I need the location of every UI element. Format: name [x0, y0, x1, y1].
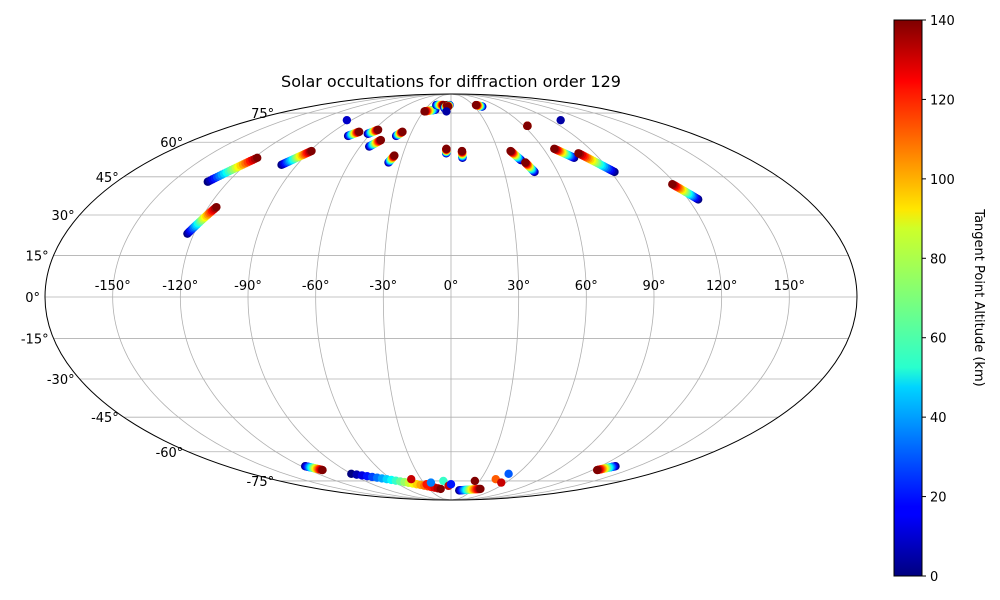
chart-title: Solar occultations for diffraction order…: [281, 72, 621, 91]
data-point: [550, 144, 559, 153]
data-point: [442, 144, 451, 153]
colorbar-tick-label: 140: [930, 14, 955, 29]
data-point: [307, 146, 316, 156]
data-point: [556, 115, 565, 125]
colorbar-tick-label: 120: [930, 93, 955, 108]
data-point: [497, 478, 506, 487]
longitude-tick-label: 0°: [444, 279, 459, 294]
latitude-tick-label: -45°: [91, 411, 119, 426]
colorbar-ticks: 0 20 40 60 80 100 120 140: [922, 14, 955, 585]
colorbar-tick-label: 0: [930, 570, 938, 585]
latitude-tick-label: 75°: [251, 107, 274, 122]
data-point: [521, 158, 530, 167]
longitude-tick-label: -60°: [302, 279, 330, 294]
longitude-tick-label: -90°: [234, 279, 262, 294]
data-point: [407, 475, 416, 484]
data-point: [442, 107, 451, 116]
map-boundary: [44, 93, 858, 501]
data-point: [373, 125, 383, 134]
colorbar-gradient: [893, 19, 923, 577]
data-points: [183, 100, 703, 495]
data-point: [355, 127, 364, 136]
data-point: [426, 478, 436, 487]
latitude-tick-label: -15°: [21, 333, 49, 348]
longitude-tick-label: 60°: [575, 279, 598, 294]
data-point: [318, 465, 327, 475]
data-point: [253, 153, 262, 163]
latitude-tick-label: -60°: [156, 446, 184, 461]
data-point: [471, 100, 481, 110]
data-point: [212, 202, 221, 212]
latitude-tick-label: 15°: [26, 249, 49, 264]
longitude-tick-label: 90°: [642, 279, 665, 294]
longitude-tick-label: -150°: [95, 279, 131, 294]
data-point: [506, 146, 515, 156]
longitude-tick-label: -120°: [162, 279, 198, 294]
longitude-tick-label: 150°: [774, 279, 805, 294]
data-point: [592, 465, 602, 475]
data-point: [504, 469, 513, 479]
longitude-tick-label: -30°: [369, 279, 397, 294]
data-point: [574, 149, 583, 158]
colorbar-tick-label: 100: [930, 173, 955, 188]
colorbar: 0 20 40 60 80 100 120 140 Tangent Point Altitud…: [893, 14, 986, 585]
colorbar-tick-label: 60: [930, 332, 947, 347]
colorbar-tick-label: 40: [930, 411, 947, 426]
data-point: [476, 484, 485, 494]
data-point: [390, 151, 399, 160]
data-point: [436, 484, 445, 494]
longitude-tick-labels: -150° -120° -90° -60° -30° 0° 30° 60° 90° 120° 150…: [95, 279, 805, 294]
colorbar-tick-label: 20: [930, 491, 947, 506]
latitude-tick-label: -75°: [246, 475, 274, 490]
colorbar-tick-label: 80: [930, 252, 947, 267]
latitude-tick-label: -30°: [47, 373, 75, 388]
latitude-tick-label: 45°: [96, 171, 119, 186]
data-point: [446, 480, 456, 489]
colorbar-label: Tangent Point Altitude (km): [971, 208, 986, 386]
data-point: [376, 135, 386, 145]
data-point: [470, 476, 480, 486]
latitude-tick-label: 60°: [160, 136, 183, 151]
data-point: [342, 115, 352, 125]
graticule: [45, 93, 857, 501]
latitude-tick-label: 30°: [52, 209, 75, 224]
longitude-tick-label: 120°: [706, 279, 737, 294]
data-point: [420, 107, 429, 116]
data-point: [398, 127, 407, 136]
longitude-tick-label: 30°: [507, 279, 530, 294]
data-point: [668, 180, 677, 189]
latitude-tick-label: 0°: [25, 291, 40, 306]
data-point: [523, 121, 532, 131]
data-point: [457, 146, 467, 156]
latitude-tick-labels: -75° -60° -45° -30° -15° 0° 15° 30° 45° 60° 75°: [21, 107, 274, 490]
